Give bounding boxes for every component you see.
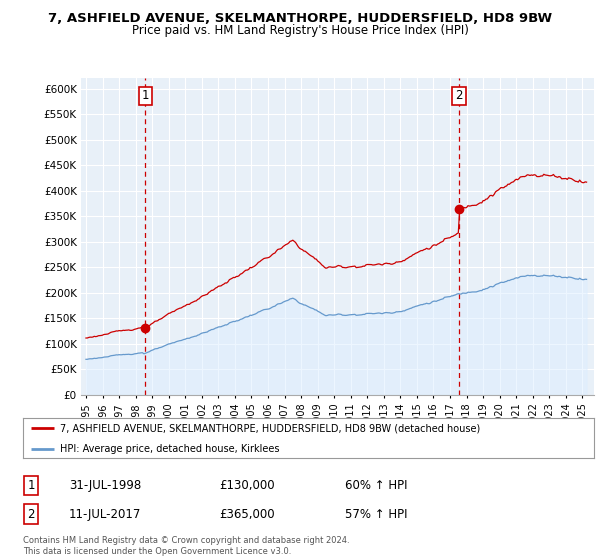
Text: 7, ASHFIELD AVENUE, SKELMANTHORPE, HUDDERSFIELD, HD8 9BW (detached house): 7, ASHFIELD AVENUE, SKELMANTHORPE, HUDDE… xyxy=(60,423,480,433)
Text: 60% ↑ HPI: 60% ↑ HPI xyxy=(345,479,407,492)
Text: 57% ↑ HPI: 57% ↑ HPI xyxy=(345,507,407,521)
Text: HPI: Average price, detached house, Kirklees: HPI: Average price, detached house, Kirk… xyxy=(60,444,280,454)
Text: 1: 1 xyxy=(28,479,35,492)
Text: £130,000: £130,000 xyxy=(219,479,275,492)
Text: 2: 2 xyxy=(455,90,463,102)
Text: 2: 2 xyxy=(28,507,35,521)
Text: 7, ASHFIELD AVENUE, SKELMANTHORPE, HUDDERSFIELD, HD8 9BW: 7, ASHFIELD AVENUE, SKELMANTHORPE, HUDDE… xyxy=(48,12,552,25)
Text: Price paid vs. HM Land Registry's House Price Index (HPI): Price paid vs. HM Land Registry's House … xyxy=(131,24,469,36)
Text: 11-JUL-2017: 11-JUL-2017 xyxy=(69,507,142,521)
Text: 31-JUL-1998: 31-JUL-1998 xyxy=(69,479,141,492)
Text: Contains HM Land Registry data © Crown copyright and database right 2024.
This d: Contains HM Land Registry data © Crown c… xyxy=(23,536,349,556)
Text: £365,000: £365,000 xyxy=(219,507,275,521)
Text: 1: 1 xyxy=(142,90,149,102)
